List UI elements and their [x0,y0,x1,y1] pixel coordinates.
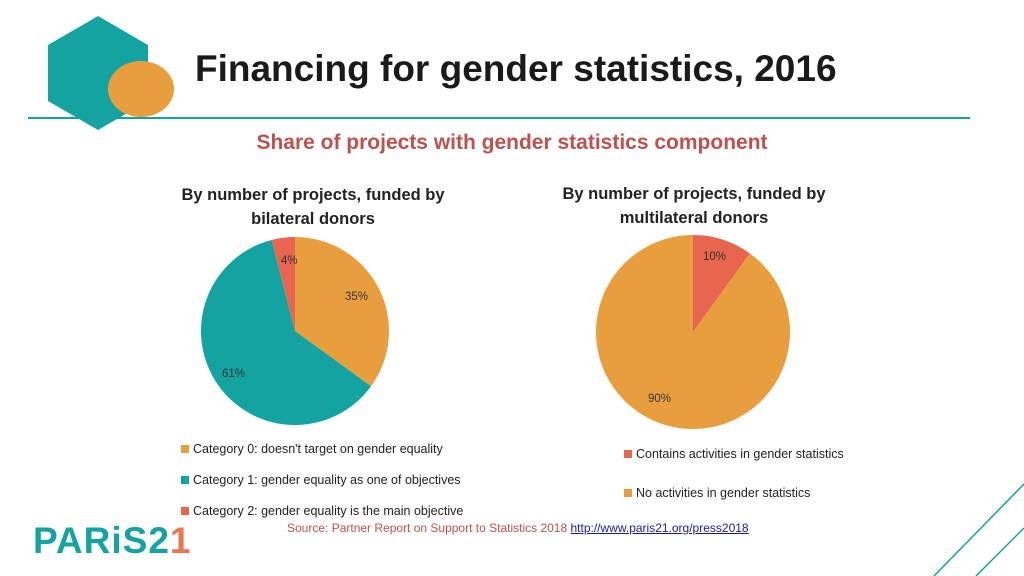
legend-label: Category 0: doesn't target on gender equ… [193,442,443,456]
legend-swatch [181,445,189,453]
legend-label: No activities in gender statistics [636,486,811,500]
chart-title-multilateral: By number of projects, funded by multila… [562,185,826,227]
legend-swatch [624,489,632,497]
chart-title-bilateral: By number of projects, funded by bilater… [181,186,445,228]
legend-item-cat0: Category 0: doesn't target on gender equ… [181,442,443,456]
legend-label: Category 2: gender equality is the main … [193,504,464,518]
legend-item-cat2: Category 2: gender equality is the main … [181,504,463,518]
legend-label: Contains activities in gender statistics [636,447,844,461]
logo-accent: 1 [169,520,192,561]
logo-text: PARiS2 [33,520,170,561]
pie-chart-multilateral [596,235,790,429]
slice-label-cat0: 35% [345,291,369,303]
legend-item-no-activities: No activities in gender statistics [624,486,810,500]
source-note: Source: Partner Report on Support to Sta… [287,521,749,535]
paris21-logo: PARiS21 [33,520,192,562]
header-decoration [48,16,174,130]
pie-slice [201,239,372,425]
pie-slice [693,235,751,332]
slice-label-cat1: 61% [222,368,246,380]
slice-label-cat2: 4% [281,255,298,267]
title-divider [28,117,970,119]
corner-decoration [933,483,1024,576]
pie-slice [596,235,790,429]
legend-swatch [624,450,632,458]
legend-item-contains: Contains activities in gender statistics [624,447,844,461]
legend-swatch [181,476,189,484]
chart-subtitle: Share of projects with gender statistics… [256,131,768,154]
source-link[interactable]: http://www.paris21.org/press2018 [570,521,749,535]
source-text: Source: Partner Report on Support to Sta… [287,521,568,535]
legend-label: Category 1: gender equality as one of ob… [193,473,461,487]
pie-chart-bilateral [201,237,389,425]
legend-swatch [181,507,189,515]
pie-slice [295,237,389,387]
orange-circle-shape [108,61,174,117]
pie-slice [271,237,295,331]
page-title: Financing for gender statistics, 2016 [195,48,837,89]
legend-item-cat1: Category 1: gender equality as one of ob… [181,473,461,487]
slice-label-contains: 10% [703,251,727,263]
slice-label-no-activities: 90% [648,393,672,405]
